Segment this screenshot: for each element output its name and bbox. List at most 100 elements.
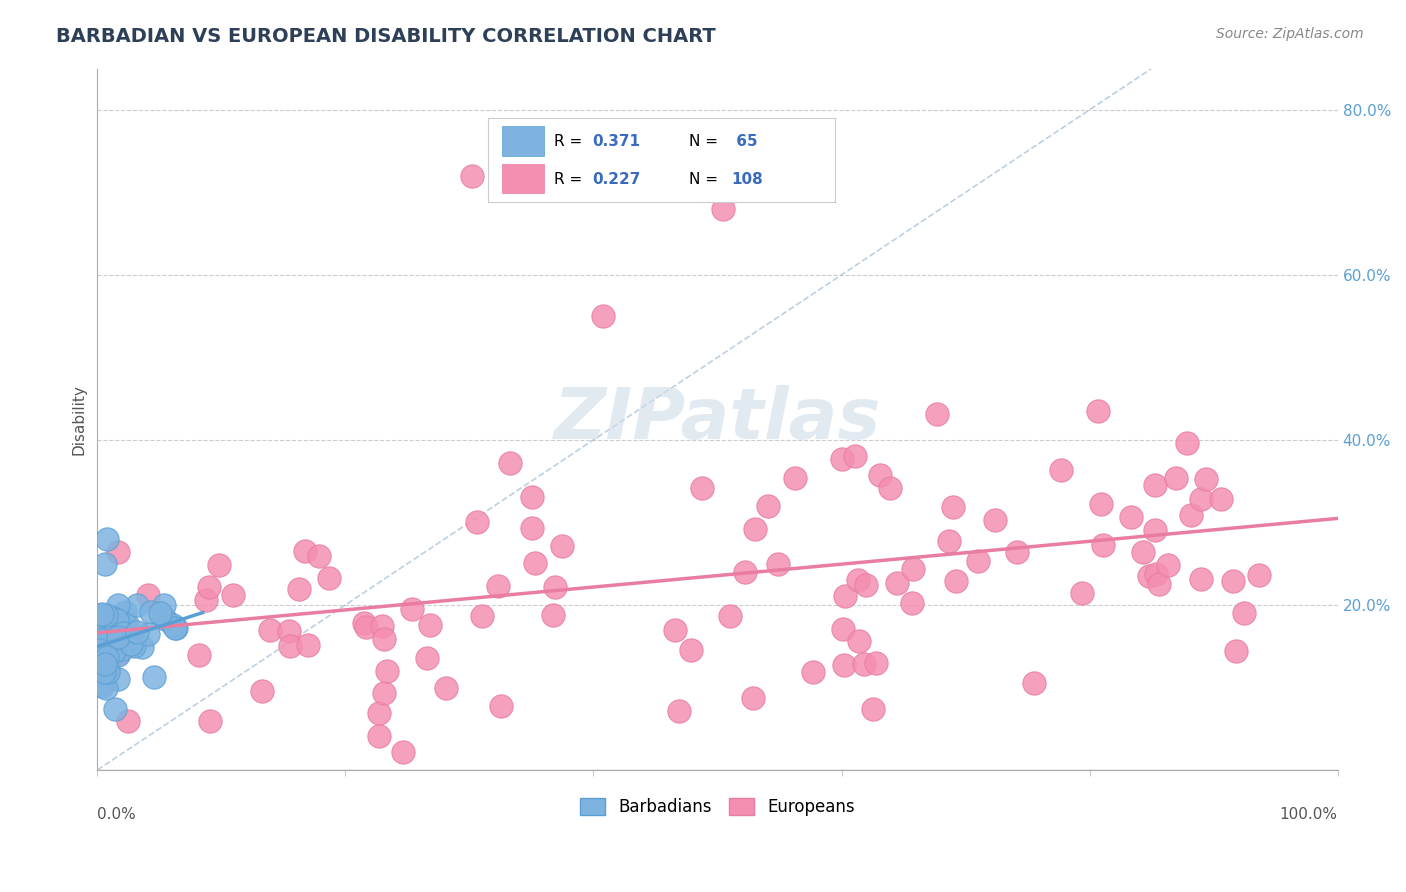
Point (152, 598, 174, 612)
Point (120, 637, 142, 651)
Point (136, 626, 159, 640)
Point (834, 590, 856, 604)
Point (1143, 477, 1166, 491)
Point (110, 642, 132, 657)
Point (664, 624, 686, 638)
Point (551, 539, 574, 553)
Point (94, 608, 117, 623)
Point (1005, 544, 1028, 558)
Text: Source: ZipAtlas.com: Source: ZipAtlas.com (1216, 27, 1364, 41)
Point (125, 624, 148, 639)
Point (744, 522, 766, 536)
Point (100, 648, 122, 662)
Point (832, 658, 855, 673)
Point (165, 621, 187, 635)
Point (375, 665, 398, 679)
Point (1144, 566, 1167, 581)
Point (107, 630, 129, 644)
Point (942, 500, 965, 515)
Point (139, 605, 162, 619)
Point (136, 588, 159, 602)
Point (93, 665, 115, 679)
Point (89, 608, 111, 623)
Point (354, 620, 377, 634)
Point (115, 616, 138, 631)
Point (98, 614, 121, 628)
Point (107, 613, 129, 627)
Point (734, 565, 756, 579)
Point (121, 631, 143, 645)
Point (1090, 497, 1112, 511)
Y-axis label: Disability: Disability (72, 384, 86, 455)
Point (522, 521, 544, 535)
Point (143, 670, 166, 684)
Point (1175, 436, 1198, 450)
Point (499, 456, 522, 470)
Point (104, 702, 127, 716)
Point (278, 639, 301, 653)
Point (198, 714, 221, 728)
Text: BARBADIAN VS EUROPEAN DISABILITY CORRELATION CHART: BARBADIAN VS EUROPEAN DISABILITY CORRELA… (56, 27, 716, 45)
Point (1247, 567, 1270, 582)
Point (107, 672, 129, 686)
Point (107, 545, 129, 559)
Point (122, 639, 145, 653)
Point (90, 620, 112, 634)
Point (90, 633, 112, 648)
Point (127, 598, 149, 612)
Point (96, 532, 118, 546)
Point (844, 449, 866, 463)
Point (90, 621, 112, 635)
Point (1164, 471, 1187, 485)
Point (105, 613, 128, 627)
Point (87, 650, 110, 665)
Point (831, 452, 853, 467)
Point (107, 598, 129, 612)
Point (195, 593, 218, 607)
Point (1233, 606, 1256, 620)
Point (94, 663, 117, 677)
Point (87, 662, 110, 676)
Point (886, 575, 908, 590)
Point (308, 549, 330, 564)
Point (1024, 676, 1046, 690)
Point (1143, 523, 1166, 537)
Point (801, 665, 824, 679)
Point (198, 580, 221, 594)
Point (96, 662, 118, 676)
Point (187, 648, 209, 663)
Point (543, 580, 565, 594)
Point (103, 611, 125, 625)
Point (103, 639, 125, 653)
Point (367, 706, 389, 720)
Point (1121, 510, 1143, 524)
Point (718, 608, 741, 623)
Point (90, 623, 112, 637)
Point (91, 664, 114, 678)
Point (1189, 492, 1212, 507)
Point (1087, 403, 1109, 417)
Point (416, 651, 439, 665)
Point (89, 614, 111, 628)
Point (756, 500, 779, 514)
Point (903, 561, 925, 575)
Text: 100.0%: 100.0% (1279, 807, 1337, 822)
Point (679, 643, 702, 657)
Point (690, 481, 713, 495)
Point (90, 632, 112, 647)
Point (1091, 538, 1114, 552)
Point (117, 714, 139, 728)
Point (1132, 545, 1154, 559)
Point (208, 558, 231, 572)
Point (98, 630, 121, 644)
Point (984, 513, 1007, 527)
Point (93, 657, 115, 671)
Point (434, 681, 457, 695)
Point (108, 646, 131, 660)
Point (94, 627, 117, 641)
Point (318, 571, 340, 585)
Point (131, 640, 153, 655)
Point (87, 648, 110, 662)
Point (1225, 644, 1247, 658)
Point (100, 621, 122, 635)
